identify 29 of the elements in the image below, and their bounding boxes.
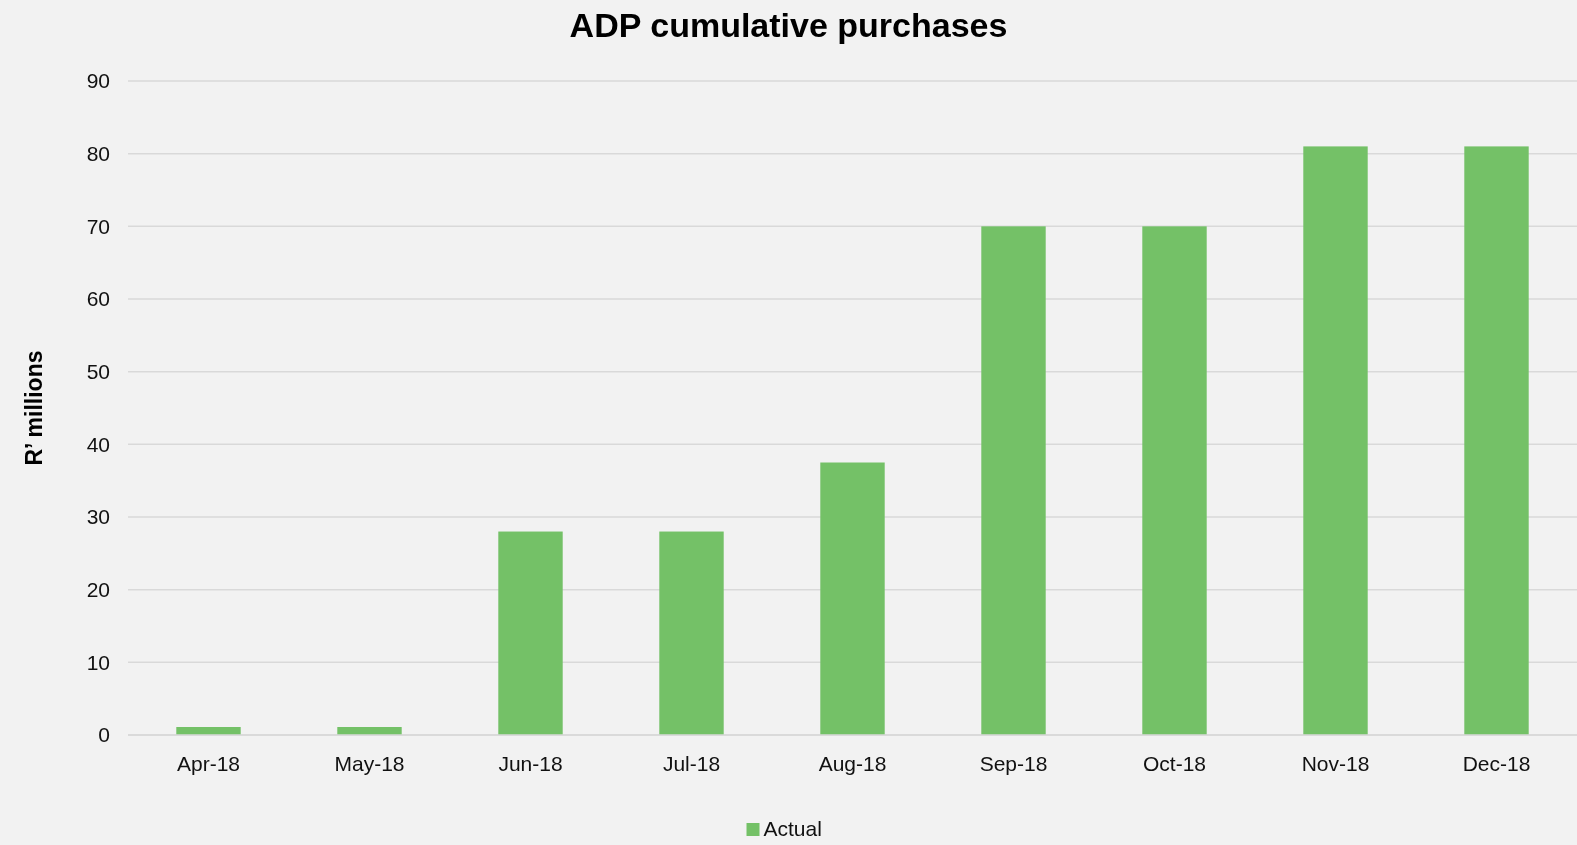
y-tick-label: 0 (98, 723, 110, 747)
bar (498, 531, 563, 735)
bar (981, 226, 1046, 735)
x-tick-label: Aug-18 (818, 752, 887, 775)
x-tick-label: Jul-18 (662, 752, 721, 775)
y-tick-label: 20 (86, 578, 110, 602)
x-tick-label: Sep-18 (979, 752, 1048, 775)
bar (659, 531, 724, 735)
y-tick-label: 80 (86, 142, 110, 166)
y-tick-label: 50 (86, 360, 110, 384)
y-tick-label: 70 (86, 214, 110, 238)
y-axis-title: R’ millions (21, 350, 47, 466)
x-tick-label: Dec-18 (1462, 752, 1531, 775)
chart-title: ADP cumulative purchases (569, 6, 1008, 44)
x-tick-label: Apr-18 (176, 752, 241, 775)
legend-label: Actual (763, 817, 822, 840)
y-tick-label: 30 (86, 505, 110, 529)
x-tick-label: Jun-18 (498, 752, 563, 775)
bar (1303, 146, 1368, 735)
y-tick-label: 10 (86, 650, 110, 674)
bar (820, 462, 885, 735)
x-tick-label: Oct-18 (1142, 752, 1207, 775)
y-tick-label: 90 (86, 69, 110, 93)
y-tick-label: 60 (86, 287, 110, 311)
bar (1464, 146, 1529, 735)
bar (1142, 226, 1207, 735)
y-tick-label: 40 (86, 432, 110, 456)
x-tick-label: Nov-18 (1301, 752, 1370, 775)
x-tick-label: May-18 (334, 752, 405, 775)
